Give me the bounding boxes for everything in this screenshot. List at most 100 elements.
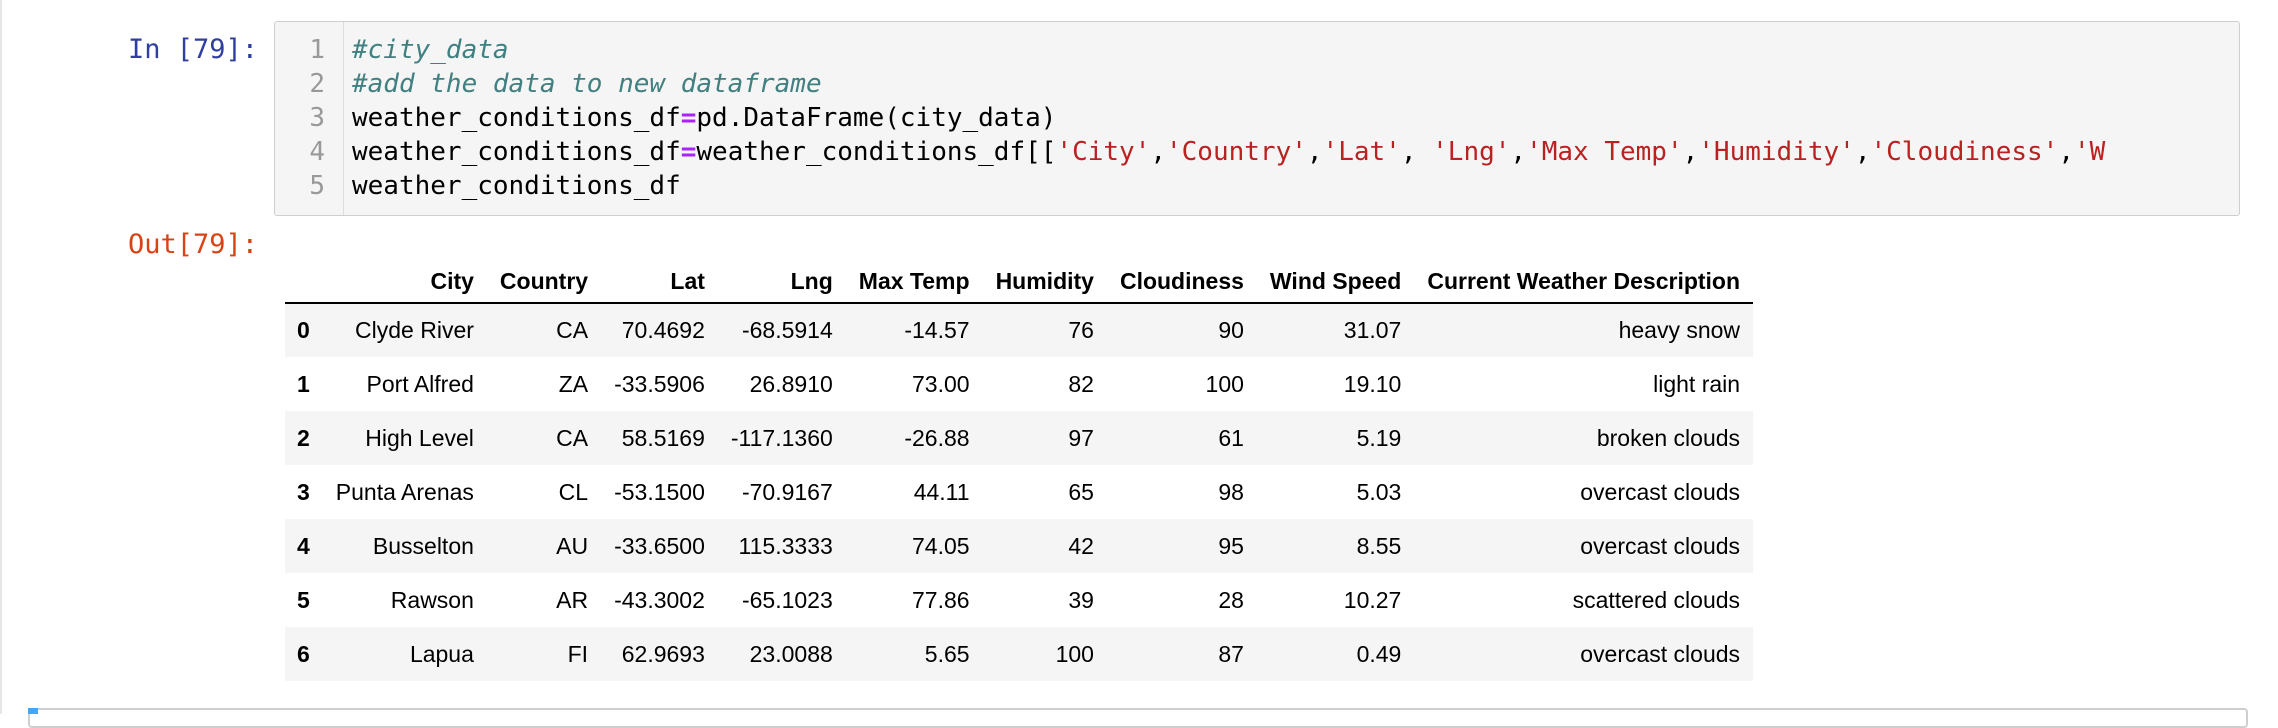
table-cell: -33.6500 <box>614 532 705 559</box>
line-number: 3 <box>309 103 325 133</box>
table-row: 3 Punta Arenas CL -53.1500 -70.9167 44.11 65 98… <box>285 465 1753 519</box>
column-header: Country <box>486 261 602 304</box>
row-index: 5 <box>297 586 310 613</box>
table-cell: 42 <box>1068 532 1094 559</box>
code-line[interactable]: #add the data to new dataframe <box>352 67 822 101</box>
code-token: weather_conditions_df[[ <box>696 137 1057 167</box>
next-cell-frame[interactable] <box>28 708 2248 728</box>
code-line[interactable]: weather_conditions_df=pd.DataFrame(city_… <box>352 101 1056 135</box>
line-number-gutter: 1 2 3 4 5 <box>275 22 344 215</box>
table-cell: 74.05 <box>912 532 970 559</box>
code-token: 'W <box>2073 137 2106 167</box>
table-cell: 62.9693 <box>621 640 705 667</box>
code-token: 'Lat' <box>1322 137 1401 167</box>
column-header: Lng <box>717 261 846 304</box>
table-cell: 19.10 <box>1343 370 1402 397</box>
code-token: , <box>1682 137 1699 167</box>
code-token: 'Max Temp' <box>1526 137 1683 167</box>
row-index: 1 <box>297 370 310 397</box>
table-cell: 90 <box>1218 317 1244 343</box>
dataframe-table: City Country Lat Lng Max Temp Humidity Cloudin… <box>285 261 1754 681</box>
column-header: Lat <box>601 261 718 304</box>
code-token: , <box>1400 137 1433 167</box>
table-cell: scattered clouds <box>1572 586 1741 613</box>
table-cell: 39 <box>1068 586 1094 613</box>
table-cell: Lapua <box>409 640 474 667</box>
table-cell: 65 <box>1068 478 1094 505</box>
table-row: 2 High Level CA 58.5169 -117.1360 -26.88 97 61 5… <box>285 411 1754 465</box>
code-token: 'Humidity' <box>1698 137 1855 167</box>
code-token: = <box>680 137 697 167</box>
table-cell: Port Alfred <box>366 370 474 397</box>
table-row: 0 Clyde River CA 70.4692 -68.5914 -14.57 76 90 3… <box>285 303 1754 357</box>
cell-margin-rule <box>0 0 2 714</box>
table-cell: Busselton <box>372 532 474 559</box>
table-cell: AR <box>556 586 589 613</box>
line-number: 4 <box>309 137 325 167</box>
table-cell: CL <box>558 478 589 505</box>
code-line[interactable]: weather_conditions_df=weather_conditions… <box>352 135 2105 169</box>
table-cell: broken clouds <box>1596 424 1741 451</box>
table-cell: 23.0088 <box>749 640 833 667</box>
code-token: 'City' <box>1056 137 1151 167</box>
table-cell: High Level <box>365 424 474 451</box>
code-token: weather_conditions_df <box>352 171 681 201</box>
column-header: City <box>322 261 487 304</box>
code-token: 'Country' <box>1166 137 1307 167</box>
table-cell: ZA <box>558 370 589 397</box>
column-header: Max Temp <box>845 261 983 304</box>
column-header: Current Weather Description <box>1414 261 1754 304</box>
table-cell: 26.8910 <box>749 370 833 397</box>
table-cell: 5.65 <box>924 640 970 667</box>
table-cell: 76 <box>1068 317 1094 343</box>
table-cell: 100 <box>1205 370 1244 397</box>
table-cell: overcast clouds <box>1580 532 1741 559</box>
table-cell: CA <box>556 317 589 343</box>
code-token: = <box>680 103 697 133</box>
table-cell: -14.57 <box>904 317 970 343</box>
table-cell: overcast clouds <box>1580 478 1741 505</box>
table-cell: 87 <box>1218 640 1244 667</box>
table-cell: overcast clouds <box>1580 640 1741 667</box>
code-line[interactable]: #city_data <box>352 33 509 67</box>
row-index: 4 <box>297 532 310 559</box>
code-token: , <box>1306 137 1323 167</box>
code-editor[interactable]: 1 2 3 4 5 #city_data #add the data to new dat… <box>274 21 2240 216</box>
table-cell: heavy snow <box>1618 317 1741 343</box>
table-cell: 58.5169 <box>621 424 705 451</box>
column-header: Wind Speed <box>1256 261 1415 304</box>
table-cell: 70.4692 <box>621 317 705 343</box>
table-cell: 5.19 <box>1356 424 1402 451</box>
table-row: 1 Port Alfred ZA -33.5906 26.8910 73.00 82 100 1… <box>285 357 1753 411</box>
column-header: Humidity <box>982 261 1107 304</box>
table-cell: 0.49 <box>1356 640 1402 667</box>
table-cell: -26.88 <box>904 424 970 451</box>
table-cell: AU <box>556 532 589 559</box>
table-cell: Clyde River <box>355 317 474 343</box>
table-cell: 44.11 <box>913 478 970 505</box>
line-number: 1 <box>309 35 325 65</box>
code-token: , <box>1510 137 1527 167</box>
table-cell: -53.1500 <box>614 478 705 505</box>
code-token: weather_conditions_df <box>352 103 681 133</box>
code-line[interactable]: weather_conditions_df <box>352 169 681 203</box>
table-cell: -65.1023 <box>741 586 833 613</box>
table-cell: Punta Arenas <box>335 478 474 505</box>
table-cell: 28 <box>1218 586 1244 613</box>
table-cell: 100 <box>1055 640 1094 667</box>
code-token: weather_conditions_df <box>352 137 681 167</box>
code-token: #add the data to new dataframe <box>352 69 822 99</box>
table-cell: FI <box>567 640 589 667</box>
line-number: 5 <box>309 171 325 201</box>
table-row: 6 Lapua FI 62.9693 23.0088 5.65 100 87 0.49 overc… <box>285 627 1754 681</box>
table-cell: CA <box>556 424 589 451</box>
row-index: 0 <box>297 317 310 343</box>
code-token: pd.DataFrame(city_data) <box>696 103 1057 133</box>
code-token: 'Lng' <box>1432 137 1511 167</box>
table-cell: 8.55 <box>1356 532 1402 559</box>
row-index: 2 <box>297 424 310 451</box>
table-cell: -43.3002 <box>614 586 705 613</box>
table-cell: 73.00 <box>912 370 970 397</box>
table-cell: 82 <box>1068 370 1094 397</box>
input-prompt: In [79]: <box>128 34 259 65</box>
